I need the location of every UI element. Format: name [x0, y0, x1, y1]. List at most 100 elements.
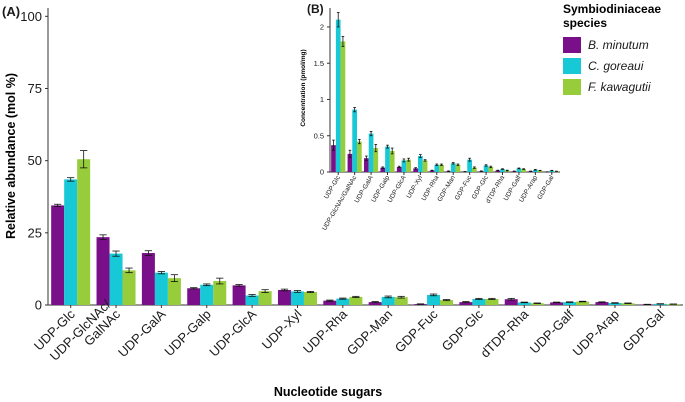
x-tick-label: UDP-GalA	[115, 306, 169, 360]
bar-main	[245, 295, 259, 305]
bar-inset	[340, 41, 346, 173]
bar-main	[109, 253, 123, 305]
bar-inset	[488, 166, 494, 172]
x-tick-label: GDP-Man	[344, 307, 395, 358]
bar-main	[154, 272, 168, 305]
x-tick-label: dTDP-Rha	[477, 306, 532, 361]
bar-main	[621, 303, 635, 305]
bar-inset	[537, 170, 543, 172]
bar-inset	[467, 159, 472, 172]
bar-inset	[483, 165, 489, 172]
y-tick-label: 25	[28, 225, 42, 240]
bar-main	[427, 294, 441, 305]
x-tick-label: GDP-Gal	[620, 306, 668, 354]
bar-inset	[471, 167, 477, 172]
legend-label: F. kawagutii	[588, 80, 651, 94]
bar-inset	[347, 153, 353, 172]
bar-main	[290, 291, 304, 305]
y-tick-label: 1	[320, 95, 324, 104]
bar-main	[122, 270, 136, 305]
y-tick-label: 75	[28, 81, 42, 96]
bar-main	[277, 289, 291, 305]
legend-swatch	[563, 37, 581, 53]
bar-main	[77, 159, 91, 305]
y-tick-label: 2	[320, 23, 324, 32]
bar-inset	[356, 141, 362, 172]
bar-main	[96, 237, 110, 305]
bar-inset	[368, 133, 374, 172]
y-tick-label: 0	[35, 298, 42, 313]
bar-main	[653, 303, 667, 305]
bar-inset	[450, 163, 456, 172]
x-tick-label: UDP-Xyl	[259, 306, 305, 352]
bar-main	[141, 253, 155, 305]
bar-inset	[335, 19, 341, 172]
x-tick-label: UDP-Rha	[300, 306, 350, 356]
bar-main	[394, 297, 408, 305]
bar-main	[563, 302, 577, 305]
bar-inset	[406, 159, 411, 172]
x-axis-title: Nucleotide sugars	[274, 385, 382, 399]
y-axis-title: Relative abundance (mol %)	[4, 73, 18, 239]
bar-main	[51, 205, 65, 305]
y-tick-label: 100	[20, 9, 42, 24]
bar-inset	[373, 148, 379, 172]
bar-inset	[385, 146, 390, 172]
panel-label: (A)	[2, 4, 20, 19]
bar-inset	[352, 109, 357, 172]
bar-main	[213, 281, 227, 305]
bar-main	[517, 302, 531, 305]
y-axis-title: Concentration (pmol/mg)	[300, 49, 307, 126]
bar-main	[530, 303, 544, 305]
bar-main	[323, 300, 337, 305]
bar-inset	[500, 169, 505, 172]
legend-title: Symbiodiniaceae species	[563, 2, 661, 30]
legend-swatch	[563, 79, 581, 95]
bar-main	[187, 288, 201, 305]
bar-main	[459, 302, 473, 305]
legend-label: C. goreaui	[588, 59, 644, 73]
bar-inset	[380, 167, 386, 172]
bar-inset	[418, 156, 423, 172]
legend: Symbiodiniaceae species B. minutum C. gorea…	[563, 2, 661, 95]
bar-main	[232, 285, 246, 305]
bar-inset	[533, 169, 538, 172]
y-tick-label: 1.5	[314, 59, 324, 68]
bar-main	[258, 291, 272, 305]
bar-main	[303, 292, 317, 305]
bar-main	[381, 296, 395, 305]
bar-inset	[396, 166, 402, 172]
bar-main	[576, 301, 590, 305]
bar-inset	[364, 158, 369, 172]
x-tick-label: UDP-GlcNAc/GalNAc	[321, 174, 358, 232]
bar-main	[485, 298, 499, 305]
bar-main	[504, 299, 518, 305]
panel-inset: 00.511.52UDP-GlcUDP-GlcNAc/GalNAcUDP-Gal…	[300, 2, 560, 232]
bar-main	[336, 298, 350, 305]
bar-main	[472, 298, 486, 305]
bar-inset	[521, 169, 526, 172]
x-tick-label: UDP-Arap	[570, 307, 623, 360]
bar-inset	[549, 170, 555, 172]
y-tick-label: 0	[320, 168, 324, 177]
bar-main	[167, 278, 181, 305]
bar-main	[550, 302, 564, 305]
bar-inset	[401, 160, 407, 172]
x-tick-label: GDP-Gal	[536, 174, 556, 201]
bar-inset	[439, 164, 444, 172]
legend-swatch	[563, 58, 581, 74]
bar-inset	[413, 168, 419, 172]
bar-main	[368, 302, 382, 305]
y-tick-label: 0.5	[314, 131, 324, 140]
bar-main	[608, 302, 622, 305]
bar-main	[64, 179, 78, 305]
bar-main	[595, 302, 609, 305]
bar-inset	[331, 145, 336, 172]
bar-inset	[516, 168, 522, 172]
bar-main	[440, 300, 454, 305]
x-tick-label: UDP-Galp	[161, 307, 214, 360]
bar-main	[200, 284, 214, 305]
bar-main	[349, 296, 363, 305]
bar-inset	[434, 164, 440, 172]
